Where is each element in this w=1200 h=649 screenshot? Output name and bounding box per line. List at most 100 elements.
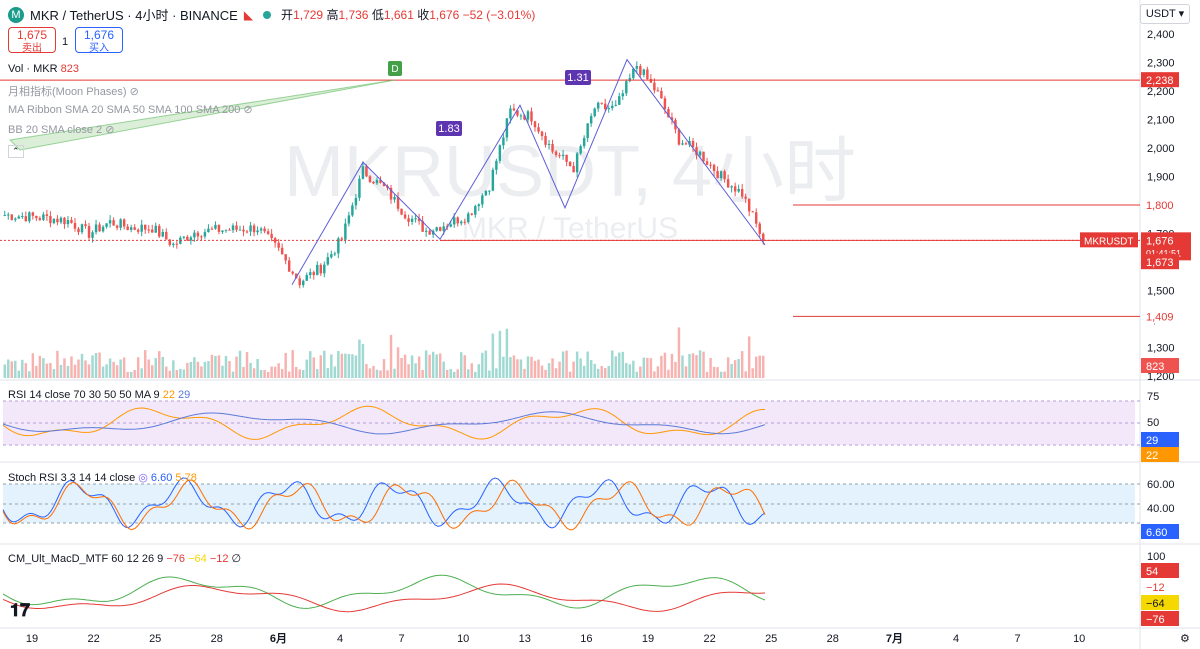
candle-body	[660, 90, 663, 99]
date-tick: 22	[703, 633, 715, 645]
candle-body	[84, 224, 87, 227]
volume-bar	[417, 356, 421, 378]
candle-body	[730, 186, 733, 188]
volume-bar	[554, 368, 558, 378]
candle-body	[63, 217, 66, 225]
volume-bar	[621, 351, 625, 378]
legend-macd[interactable]: CM_Ult_MacD_MTF 60 12 26 9 −76 −64 −12 ∅	[8, 553, 242, 565]
volume-bar	[52, 369, 56, 378]
volume-bar	[438, 353, 442, 378]
candle-body	[333, 253, 337, 255]
volume-bar	[491, 333, 495, 378]
volume-bar	[509, 357, 512, 378]
volume-bar	[143, 350, 147, 378]
collapse-legend-button[interactable]: ⌃	[8, 145, 24, 158]
buy-button[interactable]: 1,676 买入	[75, 27, 123, 54]
candle-body	[523, 115, 526, 120]
candle-body	[115, 225, 119, 228]
currency-selector[interactable]: USDT ▾	[1140, 4, 1190, 24]
volume-bar	[21, 359, 24, 378]
date-tick: 10	[1073, 633, 1085, 645]
volume-bar	[175, 370, 179, 378]
candle-body	[277, 242, 280, 248]
legend-stoch-rsi[interactable]: Stoch RSI 3 3 14 14 close ◎ 6.60 5.78	[8, 472, 197, 484]
candle-body	[24, 216, 28, 222]
candle-body	[3, 215, 6, 217]
volume-bar	[614, 356, 617, 378]
candle-body	[259, 228, 263, 231]
order-quantity[interactable]: 1	[62, 36, 69, 48]
refresh-icon[interactable]: ◎	[138, 472, 148, 484]
legend-volume[interactable]: Vol · MKR 823	[8, 63, 79, 75]
candle-body	[368, 176, 372, 182]
volume-bar	[10, 361, 14, 378]
eye-hidden-icon[interactable]: ⊘	[129, 86, 139, 98]
sell-button[interactable]: 1,675 卖出	[8, 27, 56, 54]
volume-bar	[375, 369, 379, 378]
price-tick: 1,500	[1147, 286, 1175, 298]
volume-bar	[245, 352, 249, 378]
candle-body	[498, 145, 502, 161]
macd-badge-bg	[1141, 595, 1179, 610]
level-badge: 1,673	[1146, 257, 1174, 269]
candle-body	[516, 110, 519, 116]
candle-body	[196, 232, 200, 237]
date-tick: 4	[953, 633, 959, 645]
volume-bar	[484, 350, 488, 378]
candle-body	[52, 218, 56, 224]
volume-bar	[351, 354, 354, 378]
candle-body	[684, 143, 688, 145]
candle-body	[214, 224, 217, 229]
candle-body	[158, 225, 161, 237]
volume-bar	[698, 350, 702, 378]
legend-ma-ribbon[interactable]: MA Ribbon SMA 20 SMA 50 SMA 100 SMA 200 …	[8, 104, 253, 116]
date-tick: 16	[580, 633, 592, 645]
candle-body	[140, 224, 143, 232]
volume-bar	[723, 371, 726, 378]
volume-bar	[347, 354, 351, 378]
symbol-title[interactable]: MKR / TetherUS · 4小时 · BINANCE	[30, 8, 238, 23]
legend-rsi[interactable]: RSI 14 close 70 30 50 50 MA 9 22 29	[8, 389, 191, 401]
eye-hidden-icon[interactable]: ⊘	[243, 104, 253, 116]
price-tick: 2,300	[1147, 58, 1175, 70]
stoch-badge-bg	[1141, 524, 1179, 539]
candle-body	[635, 66, 639, 69]
volume-bar	[474, 371, 477, 378]
flag-icon[interactable]: ◣	[243, 7, 254, 22]
volume-bar	[403, 354, 407, 378]
candle-body	[217, 224, 221, 232]
date-tick: 7	[1015, 633, 1021, 645]
candle-body	[561, 154, 565, 157]
volume-bar	[372, 365, 375, 378]
date-tick: 22	[87, 633, 99, 645]
legend-bollinger[interactable]: BB 20 SMA close 2 ⊘	[8, 124, 115, 136]
level-badge-bg	[1141, 197, 1179, 212]
candle-body	[495, 160, 498, 170]
symbol-badge: MKRUSDT	[1084, 236, 1133, 247]
volume-bar	[136, 357, 140, 378]
volume-bar	[358, 339, 361, 378]
price-tick: 2,400	[1147, 29, 1175, 41]
candle-body	[136, 229, 140, 232]
rsi-badge-bg	[1141, 432, 1179, 447]
date-tick: 10	[457, 633, 469, 645]
volume-bar	[453, 371, 456, 378]
macd-badge-bg	[1141, 611, 1179, 626]
candle-body	[28, 212, 31, 222]
candle-body	[112, 220, 115, 226]
candle-body	[554, 151, 558, 156]
volume-bar	[140, 368, 143, 378]
candle-body	[625, 81, 628, 94]
volume-bar	[242, 366, 245, 378]
legend-moon-phases[interactable]: 月相指标(Moon Phases) ⊘	[8, 86, 139, 98]
candle-body	[319, 264, 323, 274]
candle-body	[129, 227, 133, 230]
volume-bar	[147, 359, 150, 378]
macd-signal-line	[2, 583, 766, 613]
candle-body	[491, 169, 495, 191]
candle-body	[614, 104, 617, 106]
volume-bar	[561, 351, 565, 378]
eye-hidden-icon[interactable]: ⊘	[105, 124, 115, 136]
volume-bar	[653, 371, 656, 378]
